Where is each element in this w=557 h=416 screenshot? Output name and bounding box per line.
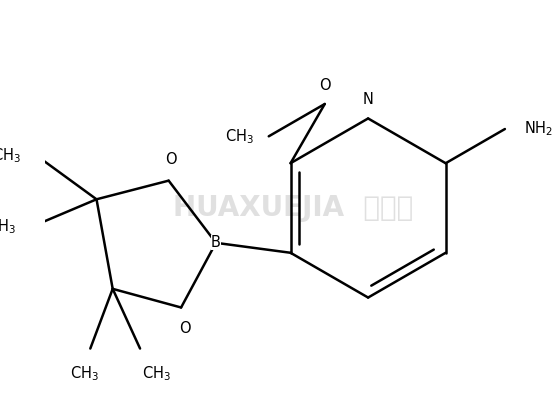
Text: NH$_2$: NH$_2$ (524, 120, 553, 139)
Text: CH$_3$: CH$_3$ (70, 365, 99, 384)
Text: CH$_3$: CH$_3$ (141, 365, 170, 384)
Text: O: O (165, 152, 177, 167)
Text: CH$_3$: CH$_3$ (0, 217, 16, 236)
Text: B: B (211, 235, 221, 250)
Text: O: O (319, 78, 330, 93)
Text: N: N (363, 92, 374, 107)
Text: O: O (179, 321, 190, 336)
Text: CH$_3$: CH$_3$ (0, 146, 21, 165)
Text: CH$_3$: CH$_3$ (225, 127, 254, 146)
Text: HUAXUEJIA  化学加: HUAXUEJIA 化学加 (173, 194, 414, 222)
